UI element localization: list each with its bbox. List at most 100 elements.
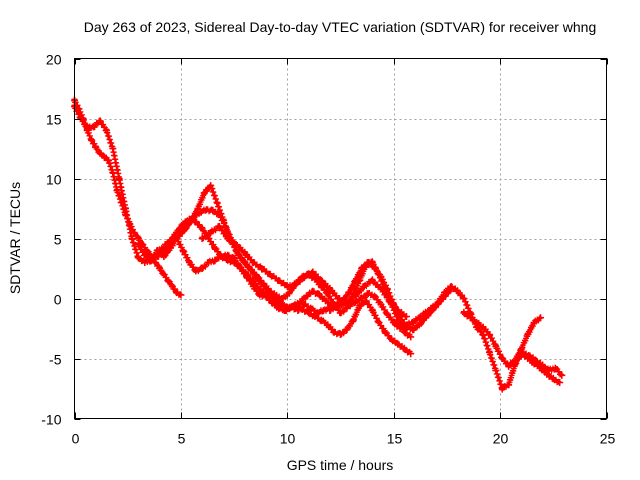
data-point xyxy=(485,349,493,356)
x-axis-label: GPS time / hours xyxy=(287,457,394,473)
data-point xyxy=(537,314,545,322)
y-axis-label: SDTVAR / TECUs xyxy=(7,182,23,294)
data-point xyxy=(381,328,389,336)
data-point xyxy=(358,265,366,272)
data-point xyxy=(279,295,287,302)
grid xyxy=(74,58,607,419)
data-point xyxy=(351,277,359,284)
data-point xyxy=(324,321,332,329)
data-point xyxy=(396,313,404,320)
data-point xyxy=(168,237,176,245)
data-point xyxy=(360,283,368,290)
data-point xyxy=(390,319,398,326)
data-point xyxy=(79,115,87,122)
data-point xyxy=(334,295,342,302)
data-point xyxy=(507,361,515,368)
data-point xyxy=(113,187,121,194)
y-tick-label: 5 xyxy=(54,232,62,248)
data-point xyxy=(300,273,308,281)
data-point xyxy=(90,123,98,131)
data-point xyxy=(224,235,232,242)
data-point xyxy=(105,157,113,164)
data-point xyxy=(447,285,455,293)
data-point xyxy=(141,259,149,266)
data-point xyxy=(364,290,372,298)
data-point xyxy=(434,299,442,307)
data-point xyxy=(326,307,334,314)
data-point xyxy=(368,277,376,284)
y-tick-label: 15 xyxy=(46,112,62,128)
series-track-7 xyxy=(273,296,415,358)
data-point xyxy=(551,364,559,372)
data-point xyxy=(168,283,176,290)
data-point xyxy=(302,292,310,300)
data-point xyxy=(460,295,468,302)
data-point xyxy=(175,232,183,240)
x-tick-label: 20 xyxy=(493,431,509,447)
data-point xyxy=(117,199,125,206)
data-point xyxy=(368,307,376,314)
data-point xyxy=(230,259,238,266)
series-track-8 xyxy=(326,259,455,334)
data-point xyxy=(83,127,91,134)
data-point xyxy=(207,182,215,190)
data-point xyxy=(292,302,300,310)
data-point xyxy=(351,292,359,300)
data-point xyxy=(492,367,500,374)
data-point xyxy=(400,328,408,336)
data-point xyxy=(143,247,151,254)
data-point xyxy=(241,259,249,266)
data-point xyxy=(128,235,136,242)
x-tick-label: 0 xyxy=(72,431,80,447)
data-point xyxy=(236,263,244,271)
data-point xyxy=(285,289,293,296)
data-point xyxy=(388,335,396,343)
data-point xyxy=(196,208,204,216)
data-point xyxy=(400,345,408,353)
data-point xyxy=(362,297,370,305)
data-point xyxy=(371,263,379,271)
data-point xyxy=(185,259,193,266)
data-point xyxy=(254,273,262,281)
data-point xyxy=(319,307,327,314)
data-point xyxy=(258,265,266,272)
data-point xyxy=(96,149,104,157)
data-point xyxy=(409,319,417,326)
data-point xyxy=(179,247,187,254)
data-point xyxy=(349,316,357,324)
data-point xyxy=(558,371,566,379)
data-point xyxy=(498,385,506,392)
data-point xyxy=(109,169,117,176)
data-point xyxy=(415,321,423,329)
data-point xyxy=(130,229,138,236)
axes: 0 5 10 15 20 25 -10 -5 0 5 10 15 20 xyxy=(41,52,615,447)
data-point xyxy=(322,297,330,305)
data-point xyxy=(134,241,142,248)
data-point xyxy=(100,153,108,161)
data-point xyxy=(377,285,385,293)
data-point xyxy=(377,301,385,308)
data-point xyxy=(526,352,534,360)
data-point xyxy=(279,302,287,310)
data-point xyxy=(75,105,83,113)
data-point xyxy=(343,326,351,334)
data-point xyxy=(345,289,353,296)
data-point xyxy=(332,302,340,310)
data-point xyxy=(545,367,553,374)
data-point xyxy=(222,223,230,230)
data-point xyxy=(485,331,493,338)
data-point xyxy=(200,189,208,197)
data-point xyxy=(215,223,223,230)
data-point xyxy=(492,343,500,350)
data-point xyxy=(156,265,164,272)
series-track-10 xyxy=(507,350,566,379)
data-point xyxy=(407,350,415,358)
data-point xyxy=(407,333,415,341)
data-point xyxy=(520,350,528,358)
data-point xyxy=(317,316,325,324)
data-point xyxy=(122,211,130,218)
data-point xyxy=(192,267,200,275)
data-point xyxy=(285,304,293,312)
data-point xyxy=(305,309,313,317)
data-point xyxy=(356,302,364,310)
